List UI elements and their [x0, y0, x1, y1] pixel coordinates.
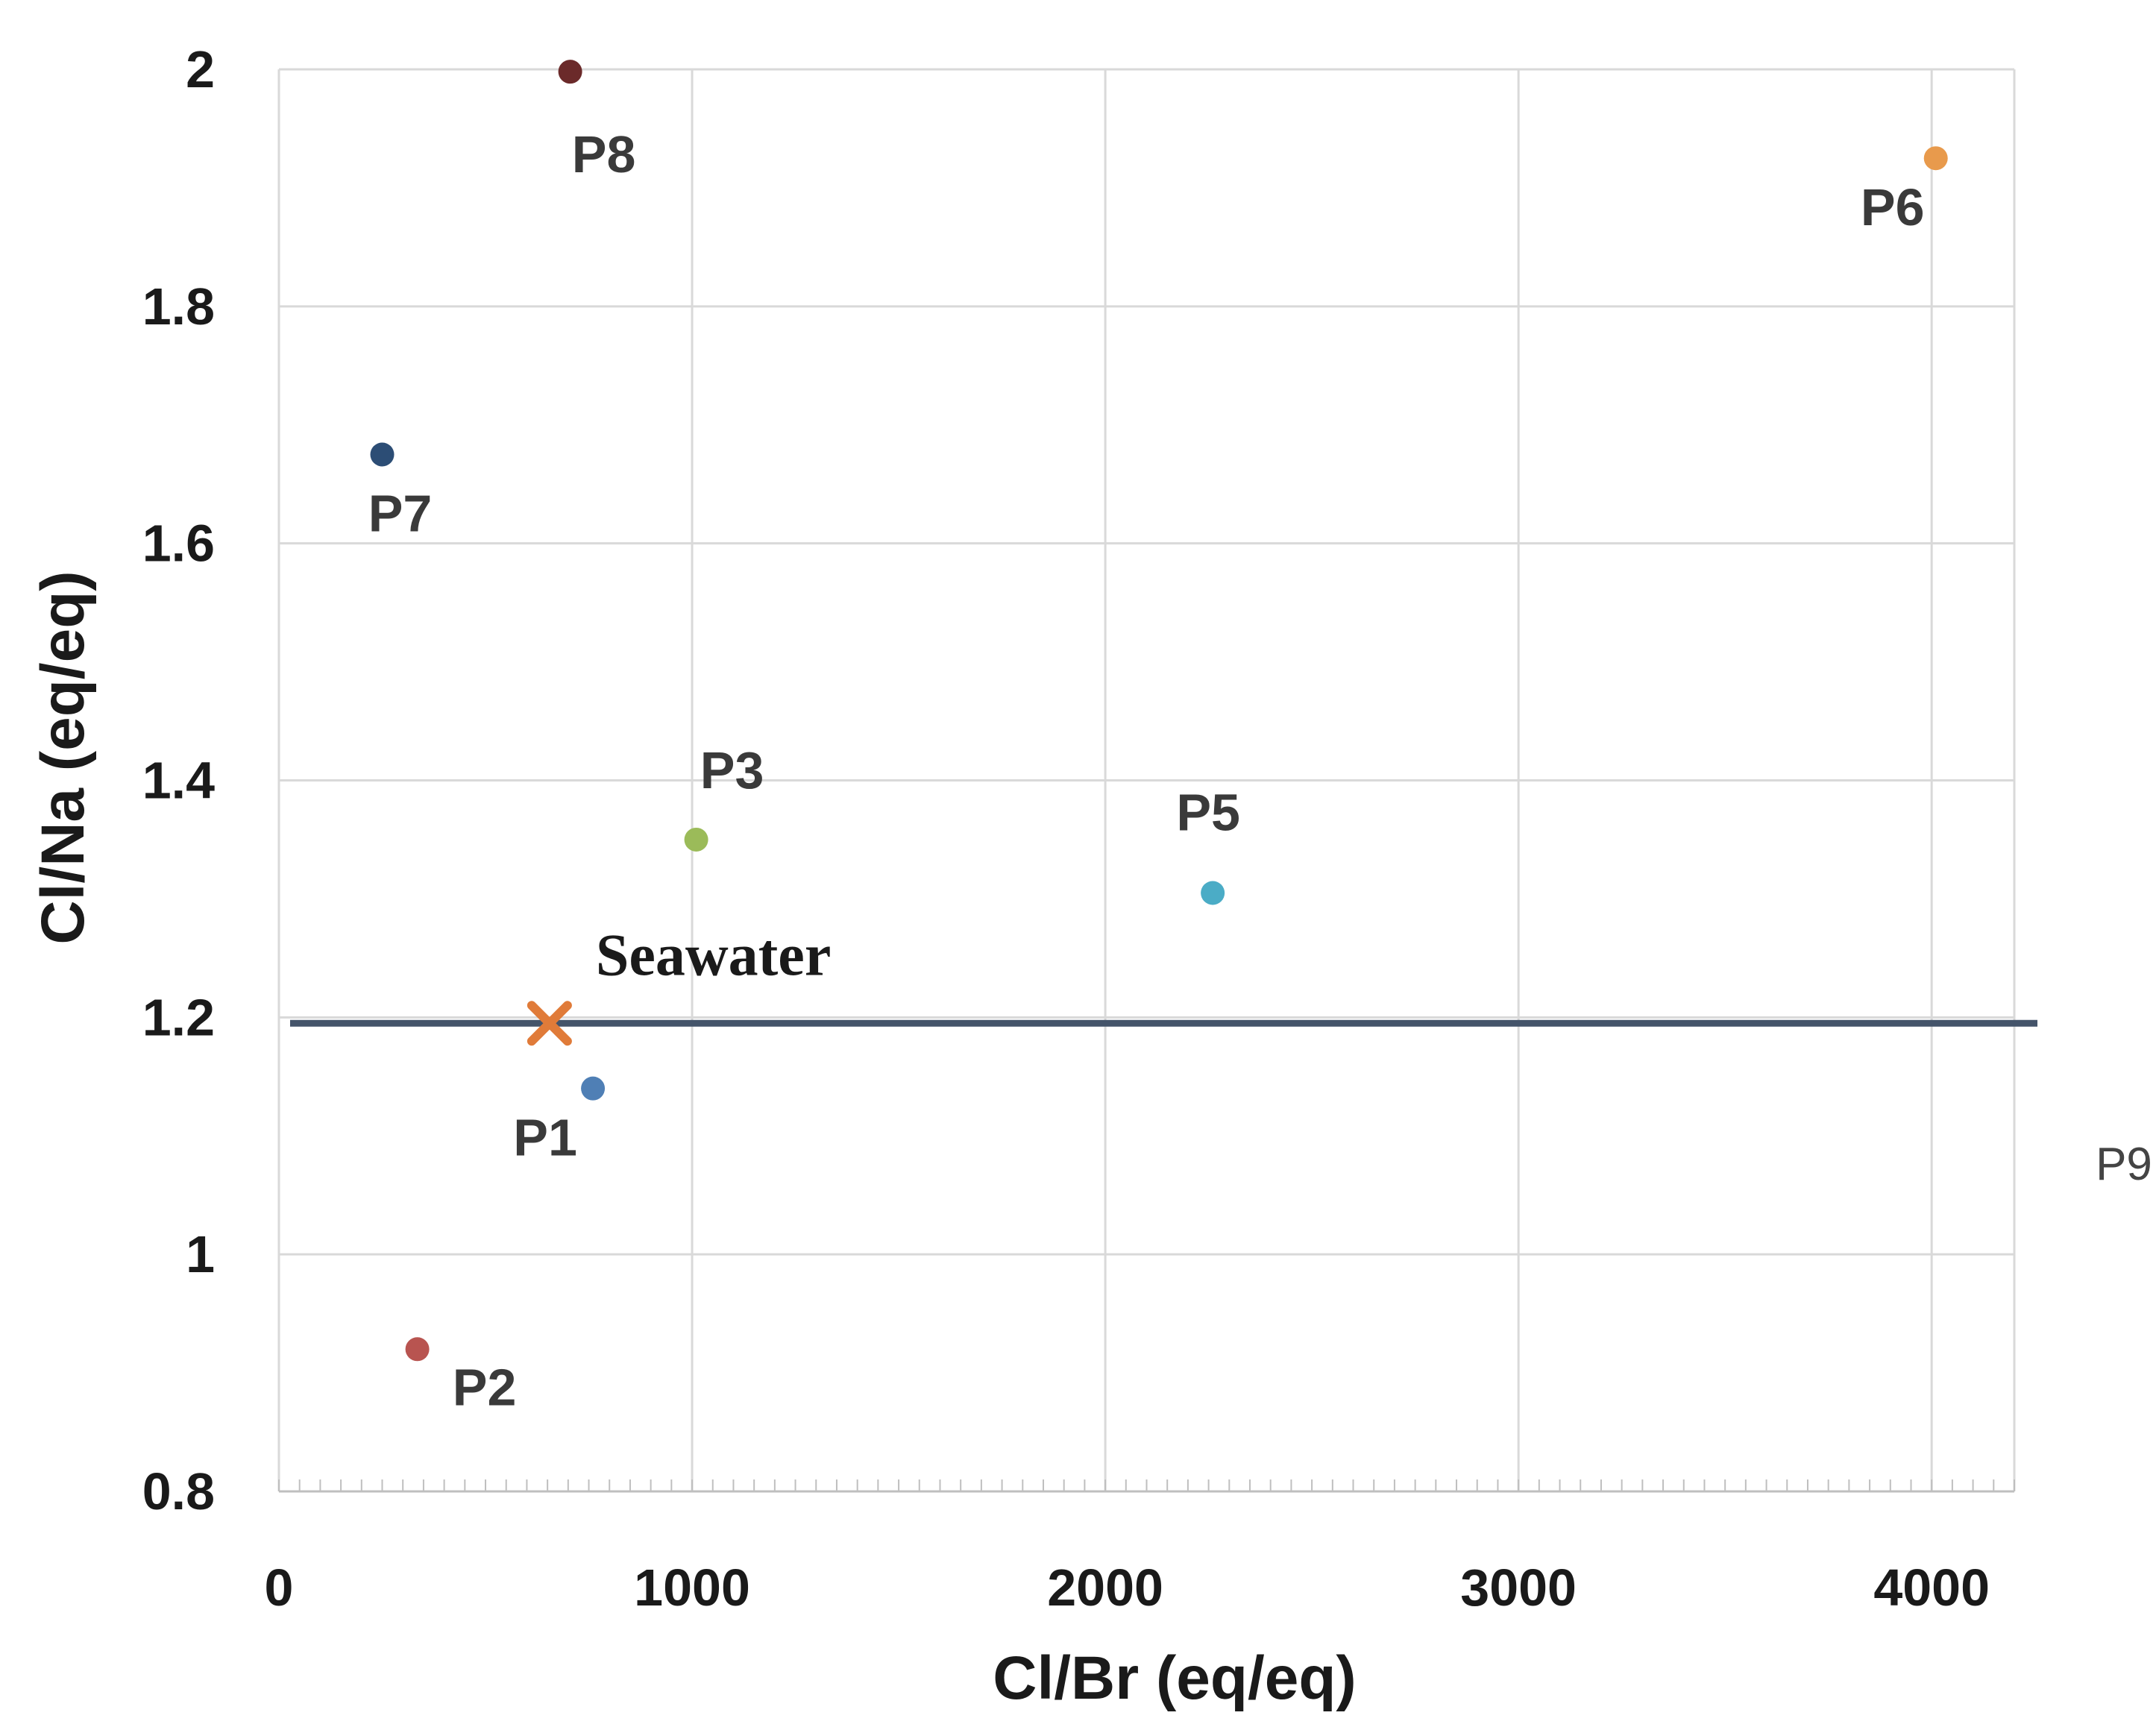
data-point-p5 [1201, 881, 1225, 905]
y-tick-label: 1.8 [142, 277, 215, 336]
y-tick-label: 2 [186, 40, 215, 98]
point-label-p8: P8 [572, 125, 636, 183]
x-tick-label: 0 [265, 1559, 294, 1617]
y-tick-label: 1.6 [142, 515, 215, 573]
grid-layer [277, 68, 2016, 1491]
x-tick-label: 3000 [1460, 1559, 1577, 1617]
data-point-p1 [581, 1076, 606, 1101]
data-point-p6 [1923, 146, 1948, 171]
seawater-label: Seawater [596, 922, 831, 988]
seawater-marker [527, 1001, 572, 1046]
point-label-p6: P6 [1861, 178, 1925, 236]
y-axis-title: Cl/Na (eq/eq) [29, 570, 97, 944]
point-label-p7: P7 [368, 484, 433, 542]
axis-layer [278, 1479, 2015, 1493]
data-points [370, 60, 1948, 1362]
point-label-p2: P2 [453, 1358, 517, 1416]
x-tick-label: 4000 [1873, 1559, 1990, 1617]
x-tick-label: 1000 [634, 1559, 750, 1617]
x-tick-label: 2000 [1047, 1559, 1163, 1617]
tick-labels: 0.8 1 1.2 1.4 1.6 1.8 2 0 1000 2000 3000 4000 [142, 40, 1990, 1617]
data-point-p3 [684, 827, 708, 852]
y-tick-label: 0.8 [142, 1462, 215, 1520]
point-labels: Seawater P1 P2 P3 P5 P6 P7 P8 P9 [368, 125, 2152, 1416]
y-tick-label: 1.2 [142, 988, 215, 1046]
point-label-p1: P1 [513, 1109, 577, 1167]
x-axis-title: Cl/Br (eq/eq) [993, 1644, 1356, 1712]
point-label-p5: P5 [1176, 783, 1240, 841]
y-tick-label: 1 [186, 1225, 215, 1283]
data-point-p8 [558, 60, 582, 84]
point-label-p9: P9 [2096, 1139, 2152, 1190]
y-tick-label: 1.4 [142, 752, 215, 810]
data-point-p2 [405, 1337, 430, 1362]
data-point-p7 [370, 442, 395, 467]
seawater-marker-stroke [527, 1001, 572, 1046]
point-label-p3: P3 [700, 741, 764, 799]
